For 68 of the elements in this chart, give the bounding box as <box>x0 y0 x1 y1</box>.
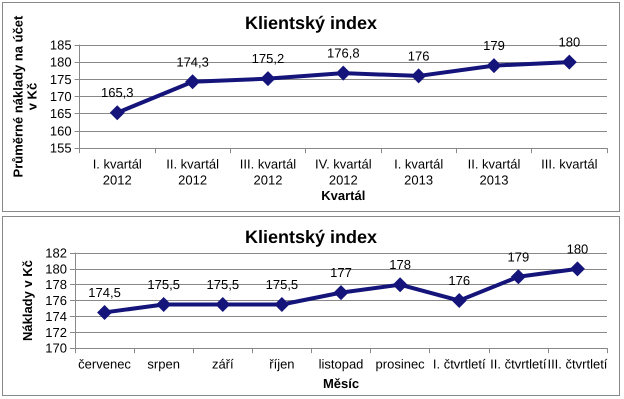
data-label: 176,8 <box>327 46 360 61</box>
x-tick-label: II. kvartál 2012 <box>166 156 220 188</box>
x-tick-label: prosinec <box>376 356 426 372</box>
point <box>110 105 125 120</box>
data-label: 165,3 <box>100 85 134 100</box>
point <box>336 66 351 81</box>
y-axis-title: Náklady v Kč <box>20 260 35 342</box>
data-label: 179 <box>507 249 530 264</box>
x-tick-label: III. čtvrtletí <box>547 356 608 372</box>
data-label: 175,2 <box>252 51 284 66</box>
chart-title: Klientský index <box>244 13 378 33</box>
point <box>185 74 200 90</box>
x-tick-label: I. kvartál 2012 <box>92 156 142 188</box>
y-tick-label: 170 <box>45 340 67 356</box>
data-label: 177 <box>330 265 352 280</box>
y-tick-label: 170 <box>50 89 72 104</box>
x-tick-label: IV. kvartál 2012 <box>314 156 372 188</box>
x-tick-label: červenec <box>78 356 132 372</box>
x-tick-label: říjen <box>269 356 295 372</box>
x-tick-label: I. čtvrtletí <box>432 356 486 372</box>
x-tick-label: III. kvartál 2012 <box>240 156 296 188</box>
x-tick-label: srpen <box>147 356 180 372</box>
data-label: 180 <box>566 241 588 256</box>
y-tick-label: 155 <box>50 140 72 156</box>
data-label: 176 <box>448 273 470 288</box>
point <box>97 304 112 320</box>
y-tick-label: 176 <box>45 293 67 308</box>
data-label: 174,3 <box>176 54 209 70</box>
point <box>570 261 585 276</box>
data-label: 179 <box>483 38 505 54</box>
x-tick-label: I. kvartál 2013 <box>394 156 444 188</box>
data-label: 176 <box>408 48 430 64</box>
data-label: 174,5 <box>88 284 121 300</box>
x-tick-label: II. čtvrtletí <box>490 356 547 372</box>
point <box>260 71 276 86</box>
x-tick-label: III. kvartál <box>541 156 598 172</box>
point <box>334 285 348 300</box>
point <box>510 269 526 284</box>
y-tick-label: 182 <box>45 246 67 260</box>
data-label: 175,5 <box>266 277 298 292</box>
point <box>411 68 426 84</box>
y-tick-label: 178 <box>45 277 67 292</box>
x-axis-title: Kvartál <box>321 188 366 203</box>
data-label: 180 <box>558 34 580 50</box>
y-tick-label: 180 <box>45 261 67 276</box>
y-tick-label: 180 <box>50 54 72 70</box>
point <box>452 293 467 308</box>
data-label: 175,5 <box>147 277 180 292</box>
data-label: 178 <box>389 257 411 272</box>
y-tick-label: 175 <box>50 72 72 87</box>
point <box>274 297 290 312</box>
point <box>215 297 230 312</box>
point <box>486 58 502 74</box>
point <box>156 297 172 312</box>
x-axis-title: Měsíc <box>322 376 360 391</box>
y-tick-label: 185 <box>50 38 72 52</box>
x-tick-label: II. kvartál 2013 <box>468 156 520 188</box>
y-axis-title: Průměrné náklady na účet v Kč <box>10 14 40 178</box>
y-tick-label: 174 <box>45 308 67 324</box>
point <box>392 277 408 292</box>
point <box>562 54 577 70</box>
x-tick-label: listopad <box>318 356 364 372</box>
x-tick-label: září <box>212 356 234 372</box>
y-tick-label: 172 <box>45 324 67 340</box>
y-tick-label: 165 <box>50 106 72 122</box>
chart-title: Klientský index <box>244 227 378 247</box>
data-label: 175,5 <box>206 277 240 292</box>
y-tick-label: 160 <box>50 123 72 138</box>
